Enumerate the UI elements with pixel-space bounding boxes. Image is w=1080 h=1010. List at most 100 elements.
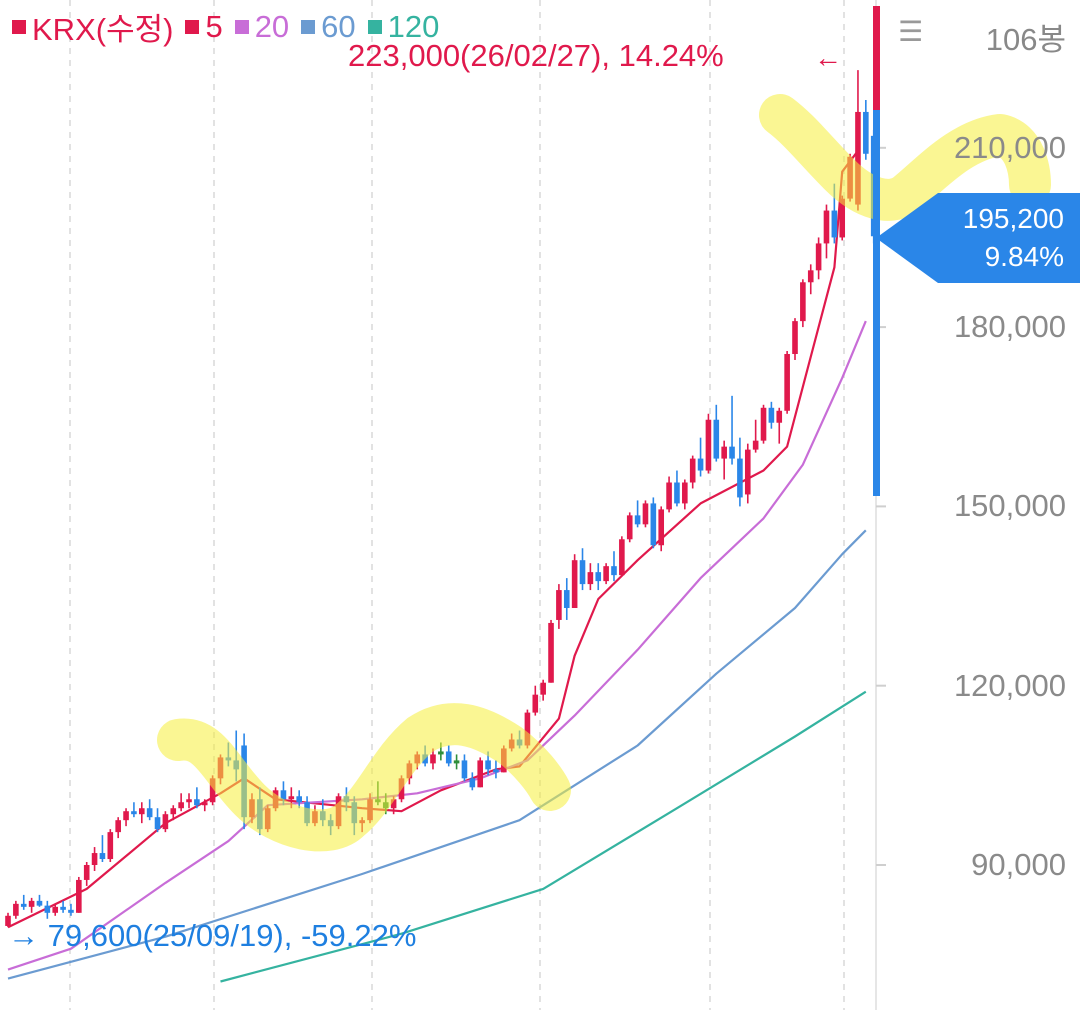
- candle: [619, 536, 625, 576]
- y-tick-label: 180,000: [953, 309, 1066, 345]
- current-price-value: 195,200: [962, 203, 1064, 234]
- arrow-left-icon: ←: [814, 42, 842, 73]
- bar-count: 106봉: [985, 22, 1066, 57]
- candle: [477, 757, 483, 788]
- candle: [453, 754, 460, 770]
- candle: [737, 437, 743, 507]
- candle: [138, 802, 145, 824]
- high-annotation: 223,000(26/02/27), 14.24%: [348, 38, 724, 73]
- candle: [587, 563, 594, 591]
- candle: [115, 817, 121, 839]
- candle: [170, 805, 177, 821]
- candle: [68, 903, 74, 916]
- ma-line-120: [220, 690, 867, 983]
- candle: [36, 894, 43, 907]
- grid: [69, 0, 886, 1010]
- ma-line-60: [7, 529, 867, 980]
- price-range-bar: [873, 6, 880, 496]
- candle: [579, 548, 586, 591]
- range-bar-up: [873, 6, 880, 110]
- candle: [752, 419, 759, 453]
- legend: KRX(수정) 5 20 60 120: [12, 4, 439, 49]
- ma-line-5: [7, 150, 859, 929]
- candle: [178, 793, 184, 812]
- candle: [76, 876, 82, 913]
- price-tag-shape: [876, 193, 1080, 283]
- candle: [658, 506, 665, 552]
- candle: [83, 862, 90, 886]
- candle: [154, 808, 161, 833]
- candle: [674, 470, 680, 507]
- candle: [815, 237, 822, 280]
- legend-item-ma60: 60: [301, 9, 356, 45]
- candle: [186, 793, 192, 809]
- candle: [571, 554, 578, 609]
- candle: [201, 799, 208, 812]
- candle: [863, 99, 869, 160]
- legend-label-ma120: 120: [387, 8, 440, 44]
- candle: [760, 404, 767, 444]
- moving-averages: [7, 150, 867, 983]
- highlight-stroke: [759, 94, 1051, 221]
- candle: [194, 787, 200, 809]
- legend-title-label: KRX(수정): [32, 12, 174, 47]
- legend-item-ma120: 120: [367, 8, 440, 45]
- y-tick-label: 210,000: [953, 129, 1066, 165]
- candle: [642, 500, 649, 528]
- candle: [532, 685, 539, 716]
- candles: [5, 70, 877, 928]
- candle: [107, 829, 114, 863]
- range-bar-down: [873, 110, 880, 496]
- legend-title: KRX(수정): [12, 4, 173, 49]
- candle: [563, 578, 570, 620]
- candle: [52, 903, 59, 916]
- candle: [744, 443, 751, 504]
- candle: [682, 479, 688, 510]
- legend-label-ma5: 5: [205, 8, 223, 44]
- candle: [713, 404, 720, 462]
- candle: [729, 395, 735, 465]
- candle: [162, 811, 169, 833]
- candle: [146, 799, 153, 821]
- legend-label-ma20: 20: [254, 8, 290, 44]
- candle: [548, 619, 554, 683]
- y-tick-label: 120,000: [953, 667, 1066, 703]
- candle: [430, 748, 436, 770]
- candle: [689, 455, 696, 489]
- legend-item-ma5: 5: [185, 8, 223, 45]
- low-annotation-text: 79,600(25/09/19), -59.22%: [47, 918, 417, 953]
- ma-line-20: [7, 320, 867, 971]
- y-tick-label: 90,000: [971, 847, 1066, 882]
- candle: [650, 497, 657, 549]
- candle: [469, 772, 476, 791]
- menu-icon[interactable]: ☰: [898, 16, 924, 47]
- candle: [493, 760, 499, 779]
- candle: [296, 790, 302, 809]
- candle: [556, 584, 562, 629]
- candle: [60, 900, 66, 913]
- candle: [461, 754, 468, 782]
- candle: [603, 563, 609, 585]
- current-price-change: 9.84%: [984, 241, 1064, 272]
- current-price-tag: 195,200 9.84%: [876, 193, 1080, 283]
- candle: [768, 401, 775, 429]
- candle: [697, 437, 704, 477]
- legend-item-ma20: 20: [234, 8, 290, 45]
- candle: [445, 745, 452, 767]
- highlight-stroke: [157, 703, 571, 852]
- candle: [5, 912, 11, 928]
- candle: [792, 318, 798, 360]
- candle: [99, 835, 106, 863]
- candle: [131, 802, 137, 818]
- low-annotation: → 79,600(25/09/19), -59.22%: [8, 918, 416, 954]
- candle: [20, 894, 27, 910]
- candle: [721, 440, 727, 480]
- candle: [28, 897, 35, 913]
- candle: [44, 900, 51, 919]
- arrow-right-icon: →: [8, 918, 39, 953]
- candle: [595, 563, 602, 591]
- candle: [666, 476, 672, 513]
- candle: [611, 551, 617, 582]
- highlights: [157, 94, 1051, 852]
